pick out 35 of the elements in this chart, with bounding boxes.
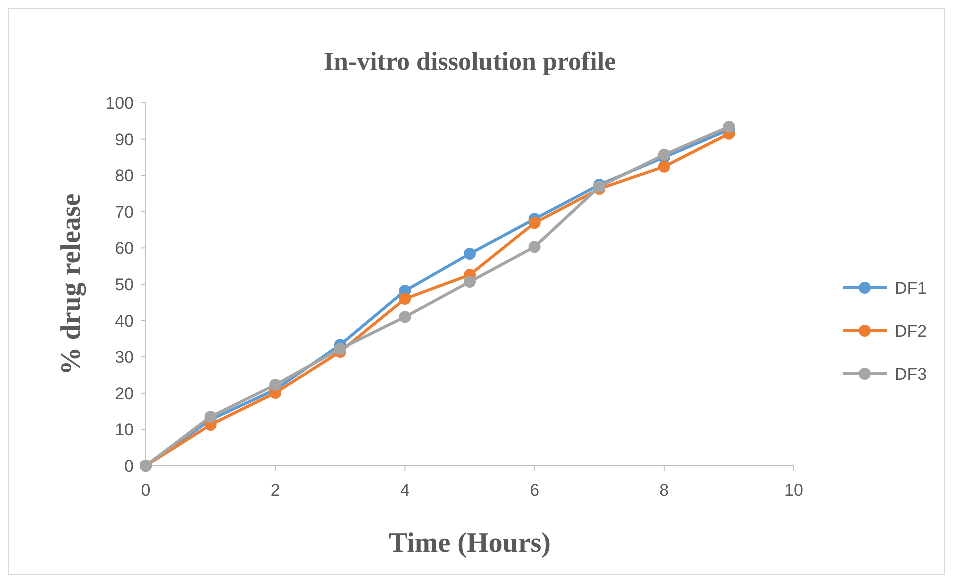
point <box>528 217 541 230</box>
x-tick-label: 0 <box>141 481 151 500</box>
point <box>270 379 282 392</box>
point <box>399 293 412 306</box>
point <box>528 241 541 254</box>
point <box>399 311 412 324</box>
legend-label: DF3 <box>895 364 928 384</box>
y-tick-label: 0 <box>124 456 134 476</box>
point <box>464 276 476 288</box>
x-tick-label: 10 <box>784 481 804 500</box>
x-tick-label: 8 <box>660 481 670 500</box>
legend-label: DF1 <box>895 278 928 298</box>
x-axis-title: Time (Hours) <box>388 528 552 559</box>
y-tick-label: 10 <box>115 420 134 440</box>
point <box>658 148 670 161</box>
y-tick-label: 50 <box>115 275 134 294</box>
point <box>334 343 346 356</box>
y-axis-title: % drug release <box>56 194 87 376</box>
y-tick-label: 60 <box>115 239 134 258</box>
x-tick-label: 4 <box>400 481 410 500</box>
y-tick-label: 20 <box>115 384 134 404</box>
y-tick-label: 40 <box>115 312 134 331</box>
y-tick-label: 30 <box>115 348 134 368</box>
point <box>658 160 670 173</box>
y-tick-label: 90 <box>115 130 134 150</box>
legend-label: DF2 <box>895 322 928 341</box>
y-tick-label: 80 <box>115 166 134 186</box>
point <box>723 120 736 133</box>
x-tick-label: 2 <box>270 481 280 500</box>
chart-title: In-vitro dissolution profile <box>324 47 616 76</box>
y-tick-label: 100 <box>106 94 134 113</box>
point <box>464 248 476 260</box>
x-tick-label: 6 <box>530 481 540 500</box>
point <box>204 410 217 423</box>
y-tick-label: 70 <box>115 202 134 222</box>
